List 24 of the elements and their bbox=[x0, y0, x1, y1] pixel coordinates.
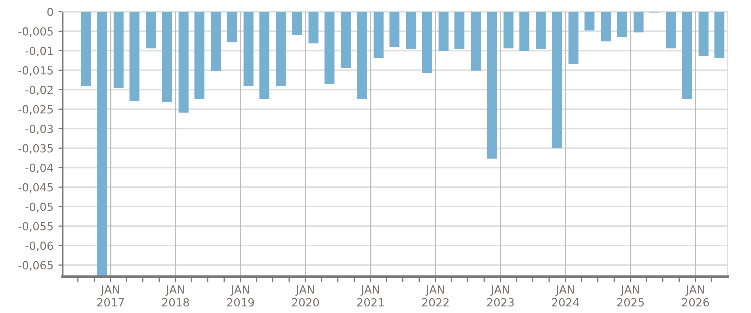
y-tick-label: -0,01 bbox=[26, 46, 53, 56]
y-tick-label: -0,03 bbox=[26, 124, 54, 134]
x-tick-label: JAN 2024 bbox=[552, 286, 580, 307]
y-tick-label: -0,035 bbox=[18, 144, 53, 154]
x-tick-label: JAN 2026 bbox=[682, 286, 710, 307]
y-tick-label: -0,06 bbox=[26, 242, 54, 252]
x-tick-label: JAN 2025 bbox=[618, 286, 644, 307]
x-tick-label: JAN 2018 bbox=[162, 286, 190, 307]
x-tick-label: JAN 2023 bbox=[487, 286, 514, 307]
y-tick-label: -0,005 bbox=[18, 27, 53, 37]
y-tick-label: -0,015 bbox=[18, 66, 53, 76]
x-tick-label: JAN 2019 bbox=[227, 286, 254, 307]
x-tick-label: JAN 2020 bbox=[292, 286, 320, 307]
x-tick-label: JAN 2022 bbox=[422, 286, 449, 307]
x-tick-label: JAN 2021 bbox=[358, 286, 384, 307]
x-tick-label: JAN 2017 bbox=[98, 286, 124, 307]
y-tick-label: -0,065 bbox=[18, 261, 53, 271]
y-tick-label: -0,045 bbox=[18, 183, 53, 193]
y-tick-label: -0,025 bbox=[18, 105, 53, 115]
y-tick-label: -0,055 bbox=[18, 222, 53, 232]
y-tick-label: -0,05 bbox=[26, 202, 54, 212]
y-tick-label: -0,04 bbox=[26, 164, 54, 174]
y-tick-label: 0 bbox=[48, 8, 54, 16]
y-tick-label: -0,02 bbox=[26, 86, 53, 96]
